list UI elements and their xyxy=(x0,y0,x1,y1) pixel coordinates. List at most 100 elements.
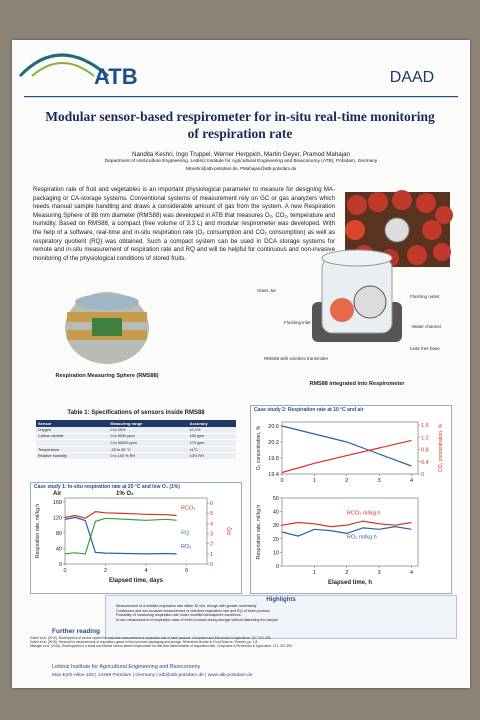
poster-title: Modular sensor-based respirometer for in… xyxy=(45,109,435,141)
chart: 19.4 19.8 20.2 20.6 0 0.4 0.8 1.2 1.6 0 1 2 3 4 O₂ con… xyxy=(256,421,444,484)
highlights-list: Measurement of a realistic respiration r… xyxy=(116,604,456,622)
x-tick-label: 3 xyxy=(378,570,381,576)
case2-title: Case study 2: Respiration rate at 10 °C … xyxy=(254,407,364,413)
table-row: Relative humidity 0 to 100 % RH ±3% RH xyxy=(36,452,236,460)
highlights: Highlights Measurement of a realistic re… xyxy=(105,595,457,639)
figure-label: Leak free base xyxy=(410,346,440,351)
highlight-item: Possibility of measuring respiration rat… xyxy=(116,613,241,618)
reference-item: Keshri et al. (2019). Sensors for measur… xyxy=(30,640,259,645)
figure-label: Glass Jar xyxy=(257,288,277,293)
plot-frame xyxy=(281,421,419,475)
y-axis-label: Respiration rate, ml/kg.h xyxy=(256,505,262,559)
figure-label: RMS88 with wireless transmitter xyxy=(264,356,329,361)
y2-tick-label: 3 xyxy=(210,532,213,538)
y-tick-label: 19.4 xyxy=(268,472,279,478)
y-tick-label: 80 xyxy=(56,531,62,537)
series-line xyxy=(281,525,412,537)
case1-title: Case study 1: In-situ respiration rate a… xyxy=(34,484,180,490)
highlight-item: Measurement of a realistic respiration r… xyxy=(116,604,257,608)
table-cell: Relative humidity xyxy=(36,452,109,460)
y-tick-label: 20 xyxy=(273,537,279,543)
x-axis-label: Elapsed time, days xyxy=(109,578,164,584)
table-row: Temperature -25 to 55 °C ±1°C xyxy=(36,446,236,454)
series-label: RCO₂ xyxy=(181,505,195,511)
respirometer-figure xyxy=(312,249,402,342)
figure-label: Flushing outlet xyxy=(410,294,440,299)
table-cell: ±1°C xyxy=(187,446,236,454)
table-cell: 0 to 50000 ppm xyxy=(108,439,188,447)
y2-tick-label: 0 xyxy=(421,472,424,478)
y-tick-label: 20.2 xyxy=(268,440,279,446)
annotation: 1% O₂ xyxy=(116,491,134,497)
figure-caption: Respiration Measuring Sphere (RMS88) xyxy=(56,373,159,379)
spec-table: Sensor Measuring range Accuracy Oxygen 0 to … xyxy=(36,420,236,460)
y2-axis-label: RQ xyxy=(227,527,233,535)
y2-tick-label: 0.8 xyxy=(421,448,429,454)
poster-graphics: ATB DAAD Glass Jar Flushing outlet Flush… xyxy=(18,53,458,387)
footer-institute: Leibniz Institute for Agricultural Engin… xyxy=(52,664,201,670)
y-tick-label: 10 xyxy=(273,550,279,556)
table-cell: ±50 ppm xyxy=(187,433,236,441)
further-reading-title: Further reading xyxy=(52,628,101,635)
y-axis-label: O₂ concentration, % xyxy=(256,425,262,470)
affiliation: Department of Horticulture Engineering, … xyxy=(104,159,378,164)
y2-tick-label: 4 xyxy=(210,521,213,527)
x-tick-label: 0 xyxy=(63,568,66,574)
y-tick-label: 50 xyxy=(273,496,279,502)
y2-tick-label: 1 xyxy=(210,552,213,558)
x-tick-label: 2 xyxy=(345,478,348,484)
table-cell xyxy=(36,439,109,447)
annotation: Air xyxy=(53,491,62,497)
y-tick-label: 40 xyxy=(56,546,62,552)
x-tick-label: 4 xyxy=(410,570,413,576)
abstract: Respiration rate of fruit and vegetables… xyxy=(33,186,335,262)
table-header-cell: Measuring range xyxy=(108,420,188,427)
y-tick-label: 40 xyxy=(273,510,279,516)
x-tick-label: 4 xyxy=(145,568,148,574)
logo-arc xyxy=(31,62,95,77)
partner-logo: DAAD xyxy=(390,69,434,86)
y2-tick-label: 2 xyxy=(210,542,213,548)
y-tick-label: 120 xyxy=(53,515,62,521)
y2-tick-label: 0.4 xyxy=(421,460,429,466)
y-tick-label: 160 xyxy=(53,500,62,506)
plot-frame xyxy=(64,497,208,565)
table-cell: ±70 ppm xyxy=(187,439,236,447)
email: NKeshri@atb-potsdam.de, PMahajan@atb-pot… xyxy=(185,166,297,171)
y-tick-label: 20.6 xyxy=(268,424,279,430)
table-cell: -25 to 55 °C xyxy=(108,446,188,454)
x-tick-label: 3 xyxy=(378,478,381,484)
case1-box: Case study 1: In-situ respiration rate a… xyxy=(30,482,242,594)
table-row: 0 to 50000 ppm ±70 ppm xyxy=(36,439,236,447)
table-cell: Carbon dioxide xyxy=(36,433,109,441)
x-tick-label: 4 xyxy=(410,478,413,484)
x-tick-label: 1 xyxy=(313,570,316,576)
reference-item: Mahajan et al. (2016). Development of a … xyxy=(30,644,293,649)
chart: 0 10 20 30 40 50 1 2 3 4 Elapsed time, h Respiratio… xyxy=(256,496,419,586)
series-line xyxy=(281,439,412,474)
series-label: RCO₂ ml/kg.h xyxy=(347,510,381,516)
table-body: Oxygen 0 to 25% ±0.1% Carbon dioxide 0 to 50… xyxy=(36,427,236,460)
series-line xyxy=(64,516,177,555)
rule xyxy=(24,96,458,98)
x-axis-label: Elapsed time, h xyxy=(328,580,372,586)
highlights-title: Highlights xyxy=(266,597,296,603)
table-header-cell: Sensor xyxy=(36,420,109,427)
case2-box: Case study 2: Respiration rate at 10 °C … xyxy=(250,405,452,594)
x-tick-label: 6 xyxy=(185,568,188,574)
reference-item: Keshri et al. (2019). Development of sen… xyxy=(30,636,272,640)
y-tick-label: 30 xyxy=(273,523,279,529)
table-cell: ±0.1% xyxy=(187,427,236,434)
series-line xyxy=(64,517,177,555)
y-axis-label: Respiration rate, ml/kg.h xyxy=(35,504,41,558)
y-tick-label: 0 xyxy=(276,564,279,570)
highlight-item: Continuous and non-invasive measurement … xyxy=(116,608,270,613)
table-row: Oxygen 0 to 25% ±0.1% xyxy=(36,427,236,434)
y-tick-label: 0 xyxy=(59,562,62,568)
logo-arc xyxy=(18,53,109,78)
y2-tick-label: 6 xyxy=(210,501,213,507)
figure-caption: RMS88 integrated into Respirometer xyxy=(309,381,405,387)
footer-address: Max-Eyth-Allee 100 | 14469 Potsdam | Ger… xyxy=(52,673,253,678)
sphere-figure xyxy=(65,292,149,364)
table-cell: Temperature xyxy=(36,446,109,454)
